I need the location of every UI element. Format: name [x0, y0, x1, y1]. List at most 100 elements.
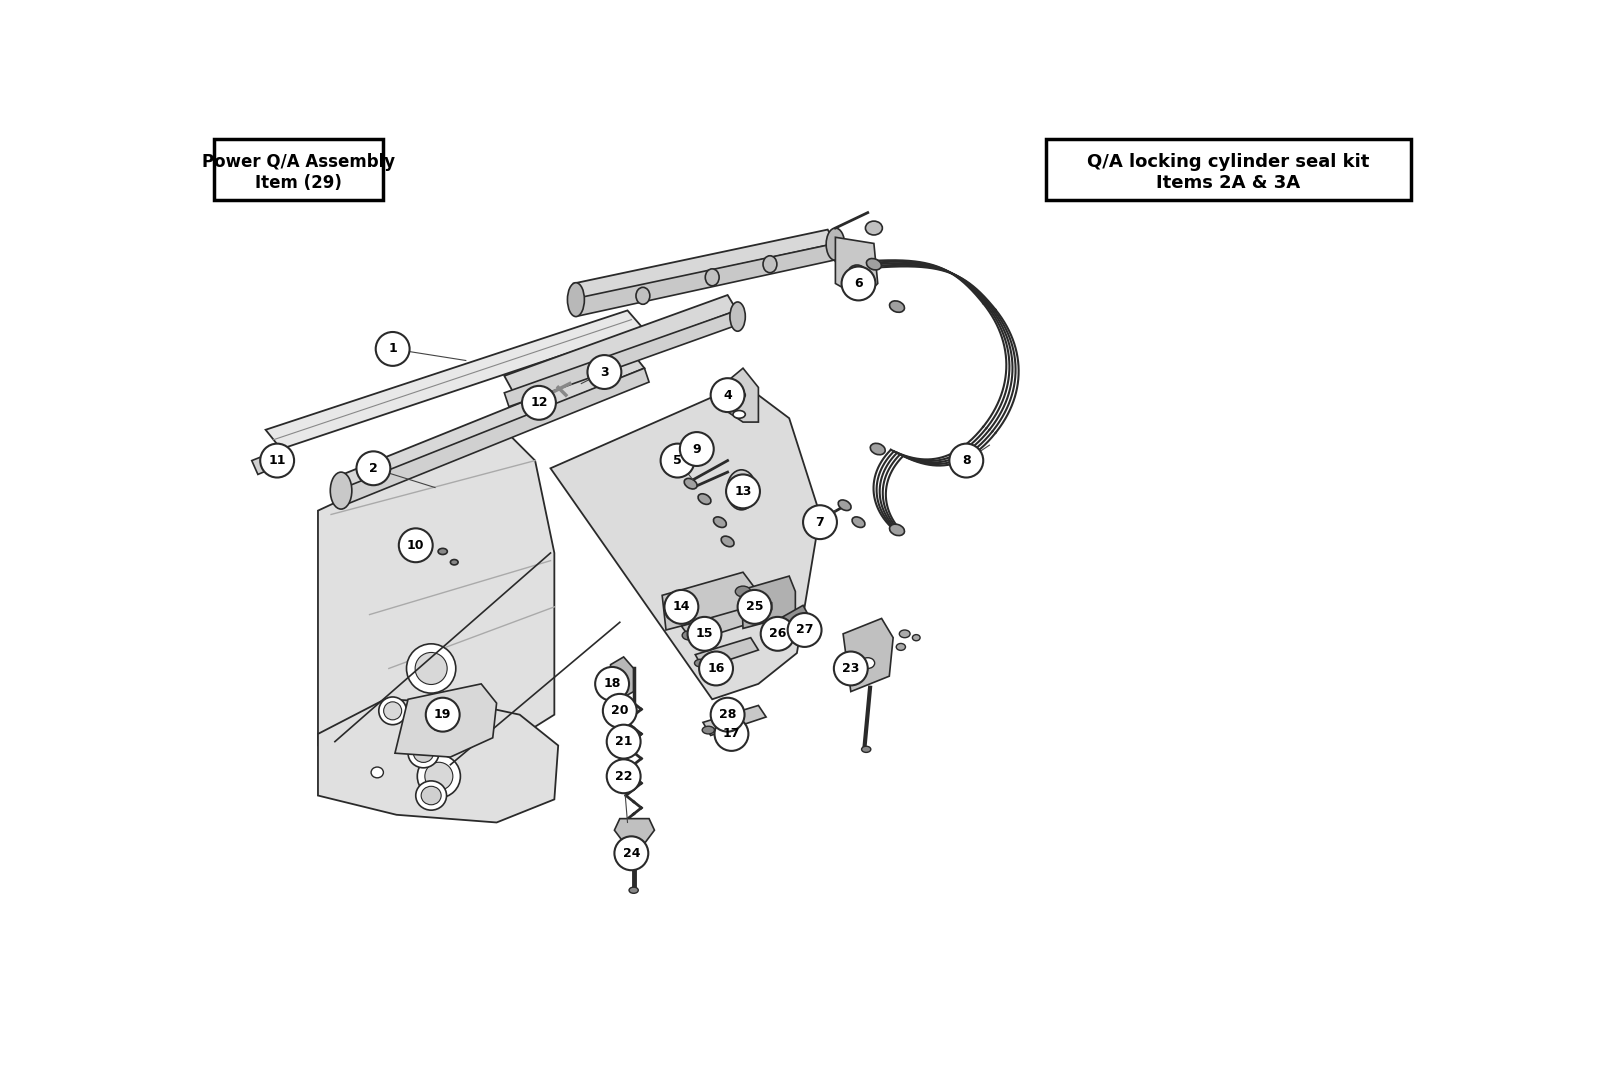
Ellipse shape	[838, 500, 851, 510]
Ellipse shape	[702, 726, 715, 734]
Text: 11: 11	[269, 454, 286, 467]
Text: Power Q/A Assembly: Power Q/A Assembly	[202, 153, 395, 170]
Ellipse shape	[666, 610, 682, 620]
Text: 23: 23	[842, 663, 859, 675]
Polygon shape	[614, 819, 654, 846]
Circle shape	[603, 694, 637, 727]
Ellipse shape	[406, 644, 456, 693]
Ellipse shape	[848, 265, 866, 278]
Circle shape	[587, 355, 621, 388]
Polygon shape	[574, 230, 835, 299]
Polygon shape	[318, 699, 558, 822]
Polygon shape	[610, 657, 634, 699]
Ellipse shape	[912, 634, 920, 641]
Text: 25: 25	[746, 600, 763, 613]
FancyBboxPatch shape	[1046, 139, 1411, 201]
Ellipse shape	[730, 302, 746, 331]
Polygon shape	[504, 295, 738, 393]
Ellipse shape	[413, 743, 434, 763]
Ellipse shape	[800, 624, 813, 633]
Text: 12: 12	[530, 396, 547, 409]
Ellipse shape	[418, 754, 461, 797]
Circle shape	[803, 505, 837, 540]
Text: Items 2A & 3A: Items 2A & 3A	[1157, 174, 1301, 192]
Text: 21: 21	[614, 735, 632, 748]
Ellipse shape	[826, 228, 845, 260]
Ellipse shape	[867, 259, 882, 270]
Text: 17: 17	[723, 727, 741, 740]
Ellipse shape	[890, 524, 904, 535]
Circle shape	[426, 698, 459, 732]
Ellipse shape	[693, 441, 704, 456]
Polygon shape	[550, 383, 819, 699]
Circle shape	[715, 716, 749, 751]
Ellipse shape	[421, 787, 442, 805]
Ellipse shape	[896, 643, 906, 651]
Polygon shape	[339, 357, 645, 490]
Circle shape	[661, 443, 694, 478]
Text: 28: 28	[718, 708, 736, 721]
Text: 27: 27	[795, 624, 813, 637]
Text: 22: 22	[614, 769, 632, 782]
Ellipse shape	[408, 738, 438, 768]
Ellipse shape	[685, 478, 698, 489]
Text: 2: 2	[370, 462, 378, 475]
Circle shape	[760, 617, 795, 651]
Text: Q/A locking cylinder seal kit: Q/A locking cylinder seal kit	[1086, 153, 1370, 170]
Ellipse shape	[419, 710, 451, 742]
Ellipse shape	[379, 697, 406, 725]
Circle shape	[595, 667, 629, 701]
Ellipse shape	[752, 607, 765, 617]
Ellipse shape	[726, 469, 757, 510]
Ellipse shape	[899, 630, 910, 638]
Polygon shape	[574, 244, 840, 316]
Ellipse shape	[866, 221, 882, 235]
Ellipse shape	[725, 710, 734, 716]
Ellipse shape	[722, 536, 734, 547]
Text: 19: 19	[434, 708, 451, 721]
Circle shape	[842, 267, 875, 300]
Circle shape	[787, 613, 821, 647]
Ellipse shape	[733, 410, 746, 419]
Ellipse shape	[330, 473, 352, 509]
Polygon shape	[251, 449, 286, 475]
Text: 26: 26	[770, 627, 786, 640]
Circle shape	[680, 432, 714, 466]
Ellipse shape	[416, 781, 446, 810]
Polygon shape	[318, 426, 554, 776]
Ellipse shape	[694, 659, 707, 667]
Ellipse shape	[714, 517, 726, 528]
Polygon shape	[741, 576, 795, 628]
Text: 9: 9	[693, 442, 701, 455]
Ellipse shape	[400, 535, 427, 555]
Circle shape	[726, 475, 760, 508]
Circle shape	[710, 379, 744, 412]
Polygon shape	[504, 311, 741, 407]
Polygon shape	[696, 638, 758, 669]
Text: 3: 3	[600, 366, 608, 379]
Ellipse shape	[733, 477, 750, 503]
Ellipse shape	[629, 887, 638, 893]
Ellipse shape	[861, 658, 875, 669]
Text: 10: 10	[406, 538, 424, 551]
Text: Item (29): Item (29)	[254, 174, 342, 192]
Text: 20: 20	[611, 705, 629, 718]
Polygon shape	[702, 706, 766, 736]
Text: 1: 1	[389, 342, 397, 355]
Text: 4: 4	[723, 388, 731, 401]
Circle shape	[522, 386, 555, 420]
Circle shape	[738, 590, 771, 624]
Ellipse shape	[870, 443, 885, 454]
Text: 7: 7	[816, 516, 824, 529]
Ellipse shape	[371, 767, 384, 778]
Circle shape	[614, 836, 648, 871]
Ellipse shape	[736, 586, 750, 597]
Ellipse shape	[438, 548, 448, 555]
Ellipse shape	[384, 701, 402, 720]
Ellipse shape	[531, 395, 546, 411]
Ellipse shape	[890, 301, 904, 312]
Ellipse shape	[568, 283, 584, 316]
Ellipse shape	[451, 560, 458, 565]
Text: 18: 18	[603, 678, 621, 691]
Circle shape	[376, 332, 410, 366]
